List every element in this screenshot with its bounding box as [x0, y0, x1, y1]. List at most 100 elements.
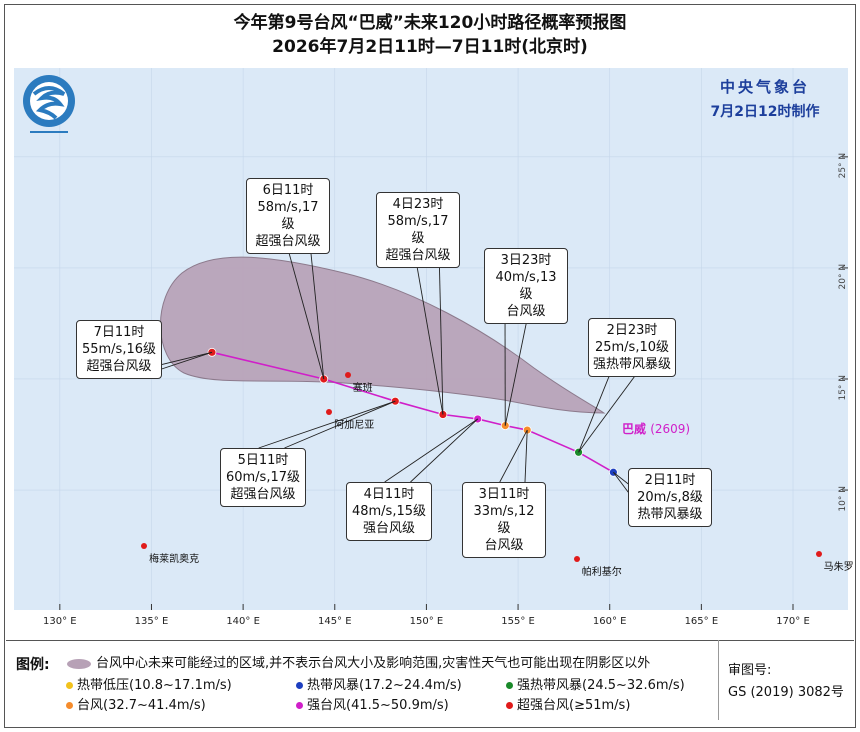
leader-line-a — [578, 373, 611, 453]
legend-item: 热带风暴(17.2~24.4m/s) — [296, 674, 462, 693]
legend-dot-icon — [296, 682, 303, 689]
legend-item-label: 台风(32.7~41.4m/s) — [77, 698, 206, 713]
lon-tick-label: 165° E — [685, 616, 719, 627]
lon-tick-label: 135° E — [135, 616, 169, 627]
cone-swatch-icon — [67, 658, 91, 669]
forecast-label-level: 强热带风暴级 — [593, 357, 672, 372]
legend-item: 台风(32.7~41.4m/s) — [66, 694, 206, 713]
place-marker — [573, 555, 580, 562]
lon-tick-label: 160° E — [593, 616, 627, 627]
lon-tick-label: 140° E — [226, 616, 260, 627]
legend-cone: 台风中心未来可能经过的区域,并不表示台风大小及影响范围,灾害性天气也可能出现在阴… — [66, 652, 650, 671]
map-subtitle: 2026年7月2日11时—7日11时(北京时) — [272, 37, 588, 57]
legend-item-label: 热带风暴(17.2~24.4m/s) — [307, 678, 462, 693]
forecast-label-time: 3日23时 — [500, 253, 552, 268]
legend-item-label: 热带低压(10.8~17.1m/s) — [77, 678, 232, 693]
forecast-label-speed: 55m/s,16级 — [81, 342, 157, 357]
place-label: 阿加尼亚 — [334, 420, 375, 432]
cma-logo — [23, 75, 75, 133]
forecast-label-box: 3日23时 40m/s,13级台风级 — [484, 248, 568, 324]
place-label: 帕利基尔 — [581, 566, 622, 578]
forecast-label-box: 4日11时 48m/s,15级 强台风级 — [346, 482, 432, 541]
forecast-label-time: 4日23时 — [392, 197, 444, 212]
leader-line-b — [413, 247, 444, 415]
forecast-label-time: 4日11时 — [363, 487, 415, 502]
forecast-label-level: 超强台风级 — [385, 248, 451, 263]
leader-line-a — [438, 247, 444, 415]
agency-name: 中央气象台 — [719, 78, 810, 96]
forecast-label-box: 7日11时 55m/s,16级 超强台风级 — [76, 320, 162, 379]
place-label: 马朱罗 — [823, 562, 854, 574]
lon-tick-label: 145° E — [318, 616, 352, 627]
forecast-label-box: 2日11时 20m/s,8级 热带风暴级 — [628, 468, 712, 527]
forecast-label-time: 2日23时 — [606, 323, 658, 338]
forecast-label-speed: 33m/s,12级 — [473, 504, 535, 536]
legend-item: 超强台风(≥51m/s) — [506, 694, 630, 713]
forecast-label-speed: 58m/s,17级 — [257, 200, 319, 232]
storm-name: 巴威 — [622, 422, 647, 436]
place-marker — [815, 551, 822, 558]
legend-item: 热带低压(10.8~17.1m/s) — [66, 674, 232, 693]
forecast-label-level: 台风级 — [506, 304, 546, 319]
forecast-label-time: 6日11时 — [262, 183, 314, 198]
legend-title: 图例: — [16, 657, 50, 673]
forecast-label-speed: 58m/s,17级 — [387, 214, 449, 246]
forecast-label-speed: 20m/s,8级 — [637, 490, 703, 505]
storm-name-label: 巴威 (2609) — [622, 420, 690, 437]
forecast-label-level: 超强台风级 — [86, 359, 152, 374]
forecast-label-box: 3日11时 33m/s,12级 台风级 — [462, 482, 546, 558]
leader-line-a — [308, 233, 325, 380]
leader-line-b — [258, 400, 396, 449]
place-label: 梅莱凯奥克 — [149, 553, 200, 565]
leader-line-a — [284, 400, 396, 449]
leader-line-a — [410, 418, 479, 483]
leader-line-a — [524, 430, 528, 483]
forecast-label-level: 强台风级 — [362, 521, 415, 536]
lon-tick-label: 155° E — [501, 616, 535, 627]
leader-line-b — [504, 303, 531, 426]
forecast-label-box: 2日23时 25m/s,10级 强热带风暴级 — [588, 318, 676, 377]
lat-tick-label: 15° N — [838, 375, 848, 401]
legend-item-label: 强台风(41.5~50.9m/s) — [307, 698, 449, 713]
legend-dot-icon — [66, 682, 73, 689]
forecast-label-time: 7日11时 — [93, 325, 145, 340]
legend-divider — [6, 640, 854, 641]
lat-tick-label: 20° N — [838, 264, 848, 290]
review-divider — [718, 640, 719, 720]
map-title: 今年第9号台风“巴威”未来120小时路径概率预报图 — [233, 13, 627, 33]
legend-cone-text: 台风中心未来可能经过的区域,并不表示台风大小及影响范围,灾害性天气也可能出现在阴… — [96, 656, 651, 671]
legend-item: 强台风(41.5~50.9m/s) — [296, 694, 449, 713]
review-number: GS (2019) 3082号 — [728, 685, 844, 700]
place-marker — [344, 371, 351, 378]
forecast-label-speed: 40m/s,13级 — [495, 270, 557, 302]
agency-block: 中央气象台 7月2日12时制作 — [690, 76, 840, 121]
legend-dot-icon — [506, 702, 513, 709]
forecast-label-box: 6日11时 58m/s,17级超强台风级 — [246, 178, 330, 254]
forecast-label-speed: 60m/s,17级 — [225, 470, 301, 485]
storm-code: (2609) — [650, 422, 691, 436]
forecast-label-speed: 25m/s,10级 — [594, 340, 670, 355]
forecast-label-time: 5日11时 — [237, 453, 289, 468]
legend-item-label: 超强台风(≥51m/s) — [517, 698, 631, 713]
legend: 图例: 台风中心未来可能经过的区域,并不表示台风大小及影响范围,灾害性天气也可能… — [6, 646, 854, 714]
review-label: 审图号: — [728, 663, 772, 678]
legend-dot-icon — [506, 682, 513, 689]
forecast-label-level: 热带风暴级 — [637, 507, 703, 522]
leader-line-b — [283, 233, 325, 380]
leader-line-b — [384, 418, 478, 483]
legend-dot-icon — [66, 702, 73, 709]
forecast-label-time: 2日11时 — [644, 473, 696, 488]
map-frame — [4, 4, 856, 728]
leader-line-b — [499, 429, 528, 483]
forecast-label-time: 3日11时 — [478, 487, 530, 502]
leader-line-b — [578, 373, 637, 453]
issue-time: 7月2日12时制作 — [710, 104, 820, 120]
forecast-label-level: 超强台风级 — [230, 487, 296, 502]
legend-item-label: 强热带风暴(24.5~32.6m/s) — [517, 678, 685, 693]
forecast-label-level: 超强台风级 — [255, 234, 321, 249]
forecast-label-box: 5日11时 60m/s,17级 超强台风级 — [220, 448, 306, 507]
lat-tick-label: 25° N — [838, 153, 848, 179]
lat-tick-label: 10° N — [838, 486, 848, 512]
place-label: 塞班 — [352, 382, 373, 394]
lon-tick-label: 130° E — [43, 616, 77, 627]
